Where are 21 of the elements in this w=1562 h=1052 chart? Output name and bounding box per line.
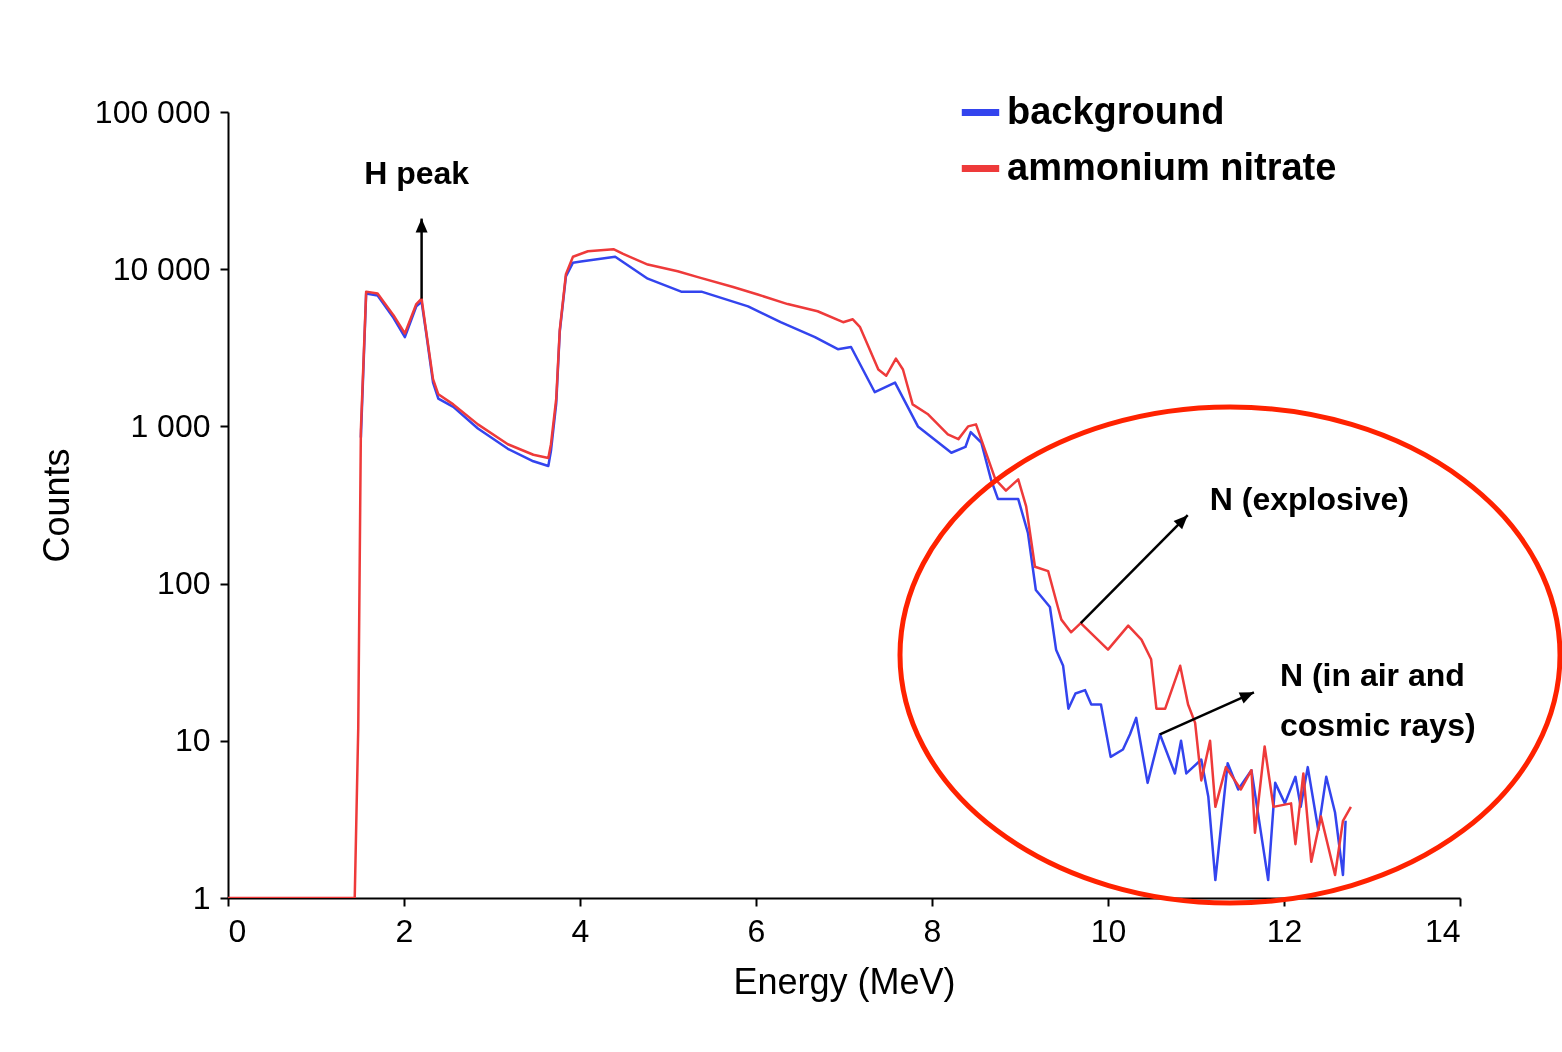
x-tick-label: 2 [395,912,414,949]
x-tick-label: 10 [1090,912,1127,949]
x-tick-label: 14 [1424,912,1461,949]
y-tick-label: 100 [157,565,211,602]
annotation: H peak [364,154,470,191]
legend-label: ammonium nitrate [1007,145,1337,188]
annotation: N (explosive) [1209,481,1409,518]
annotation: N (in air and cosmic rays) [1279,657,1476,744]
y-axis-title: Counts [35,448,77,563]
x-tick-label: 12 [1266,912,1303,949]
y-tick-label: 1 [192,879,211,916]
x-tick-label: 6 [747,912,766,949]
x-tick-label: 8 [923,912,942,949]
y-tick-label: 10 [174,722,211,759]
x-axis-title: Energy (MeV) [733,960,956,1002]
y-tick-label: 1 000 [130,407,211,444]
x-tick-label: 0 [228,912,247,949]
y-tick-label: 10 000 [112,250,211,287]
y-tick-label: 100 000 [94,93,211,130]
legend-label: background [1007,89,1225,132]
x-tick-label: 4 [571,912,590,949]
